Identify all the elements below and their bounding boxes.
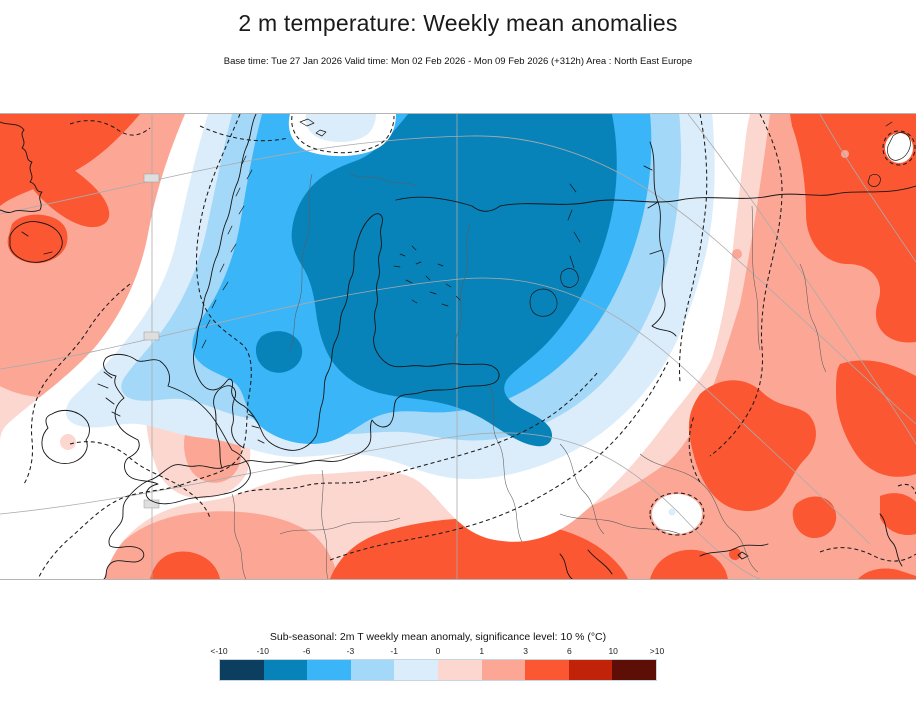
legend-color-segment <box>307 660 351 680</box>
warm-dot-east-band <box>732 249 742 259</box>
region-northeast-warm <box>790 114 916 343</box>
region-white-cell-south <box>652 494 702 534</box>
legend-color-segment <box>568 660 613 680</box>
legend-color-segment <box>220 660 264 680</box>
legend-color-segment <box>481 660 526 680</box>
legend-tick-label: 6 <box>567 646 572 656</box>
legend-tick-label: 3 <box>523 646 528 656</box>
legend-color-segment <box>350 660 395 680</box>
norway-fjord-marks <box>201 155 253 349</box>
map-svg <box>0 114 916 579</box>
contour-west <box>37 114 252 579</box>
region-ireland-pink <box>60 434 76 450</box>
svalbard-coast <box>299 118 327 137</box>
colorbar-legend: Sub-seasonal: 2m T weekly mean anomaly, … <box>210 631 664 681</box>
chart-subtitle: Base time: Tue 27 Jan 2026 Valid time: M… <box>223 56 693 67</box>
legend-tick-label: <-10 <box>210 646 228 656</box>
meridian-4 <box>819 114 916 263</box>
novaya-zemlya-coast <box>885 121 911 161</box>
region-southeast-warm-dot <box>792 496 837 539</box>
parallel-3 <box>0 432 761 579</box>
legend-color-segment <box>263 660 308 680</box>
finland-lakes <box>393 183 581 307</box>
meridian-3 <box>687 114 916 445</box>
legend-tick-label: -10 <box>256 646 269 656</box>
country-borders <box>231 173 827 579</box>
contour-greenland-sea <box>69 120 151 136</box>
legend-color-segment <box>612 660 656 680</box>
kola-arctic-coast <box>395 185 916 212</box>
contour-east-outer <box>709 114 783 457</box>
graticule-label-box <box>143 173 160 183</box>
contour-southeast-ring <box>897 483 916 495</box>
iceland-coast <box>9 221 63 263</box>
kolguev-island <box>867 174 881 187</box>
ladoga-onega-lakes <box>529 268 579 317</box>
legend-tick-label: -1 <box>390 646 398 656</box>
coastlines <box>0 114 916 579</box>
anomaly-fill-layers <box>0 114 916 579</box>
legend-color-segment <box>437 660 482 680</box>
region-white-cell-novaya <box>885 133 913 163</box>
legend-title: Sub-seasonal: 2m T weekly mean anomaly, … <box>269 631 607 643</box>
legend-tick-label: -3 <box>346 646 355 656</box>
jutland-coast <box>213 385 265 469</box>
contour-notch-ring <box>291 115 395 154</box>
region-east-warm-2 <box>836 360 916 477</box>
anomaly-map <box>0 113 916 580</box>
northsea-continent-coast <box>103 464 223 579</box>
region-brittany-warm <box>150 551 220 579</box>
britain-coast <box>97 353 251 505</box>
white-sea-coast <box>643 141 677 337</box>
cold-dot-in-cell <box>668 508 676 516</box>
contour-white-cell-ring <box>649 492 705 536</box>
region-east-warm-1 <box>688 380 816 512</box>
region-atlantic-warm-streak <box>18 151 110 228</box>
legend-tick-label: 10 <box>608 646 618 656</box>
region-balkan-warm <box>650 549 728 579</box>
greenland-coast <box>0 121 43 213</box>
parallel-2 <box>0 277 871 545</box>
contour-south-south-edge <box>329 361 669 561</box>
warm-dot <box>729 548 741 560</box>
ireland-coast <box>41 409 90 464</box>
south-coasts <box>559 513 903 579</box>
contour-novaya-ring <box>882 130 916 166</box>
page-title: 2 m temperature: Weekly mean anomalies <box>238 10 678 36</box>
legend-tick-row: <-10 -10 -6 -3 -1 0 1 3 6 10 >10 <box>210 646 664 659</box>
legend-color-segment <box>525 660 569 680</box>
contour-east-inner <box>678 114 708 383</box>
legend-colorbar <box>219 659 657 681</box>
contour-channel <box>69 441 211 519</box>
legend-color-segment <box>394 660 438 680</box>
legend-tick-label: 1 <box>479 646 485 656</box>
contour-south-north-edge <box>237 371 599 495</box>
parallel-1 <box>0 135 916 425</box>
graticule-labels <box>143 173 160 509</box>
significance-contours <box>23 114 916 579</box>
legend-tick-label: -6 <box>302 646 311 656</box>
legend-tick-label: 0 <box>435 646 441 656</box>
region-east-warm-3 <box>880 493 916 536</box>
graticule-label-box <box>143 499 160 509</box>
scandinavia-coast <box>193 114 500 469</box>
map-graticule <box>0 114 916 579</box>
legend-tick-label: >10 <box>649 646 665 656</box>
contour-west-outer <box>23 283 131 485</box>
region-alps-warm <box>330 518 628 579</box>
region-cold-core-medium <box>291 114 617 447</box>
contour-notch-west <box>199 125 289 142</box>
region-cold-core-kattegat <box>255 331 303 373</box>
contour-southeast <box>819 547 916 562</box>
graticule-label-box <box>143 331 160 341</box>
region-corner-warm <box>858 568 916 579</box>
